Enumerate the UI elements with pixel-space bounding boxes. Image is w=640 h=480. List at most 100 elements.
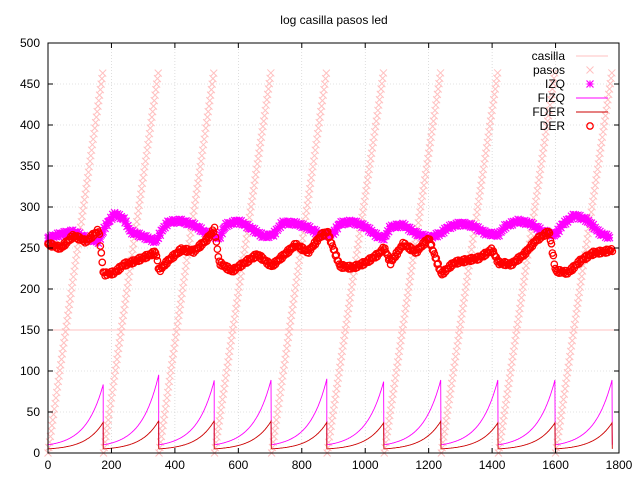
- x-marker-stroke: [247, 202, 255, 211]
- x-marker-stroke: [287, 311, 296, 320]
- x-marker-stroke: [77, 217, 86, 226]
- x-marker-stroke: [90, 129, 98, 138]
- chart-title: log casilla pasos led: [280, 13, 387, 27]
- x-marker-stroke: [385, 411, 394, 420]
- x-marker-stroke: [125, 272, 133, 281]
- x-marker-stroke: [153, 74, 162, 83]
- x-marker-stroke: [393, 358, 402, 366]
- x-marker-stroke: [122, 289, 131, 298]
- x-marker-stroke: [190, 201, 199, 210]
- x-marker-stroke: [558, 400, 567, 409]
- x-marker-stroke: [242, 235, 251, 243]
- x-marker-stroke: [511, 336, 519, 345]
- x-marker-stroke: [197, 151, 206, 160]
- x-marker-stroke: [576, 283, 584, 291]
- x-marker-stroke: [190, 206, 198, 215]
- x-marker-stroke: [264, 85, 273, 93]
- x-marker-stroke: [487, 111, 496, 120]
- x-marker-stroke: [592, 170, 601, 179]
- x-marker-stroke: [284, 333, 293, 342]
- x-marker-stroke: [406, 272, 415, 281]
- x-marker-stroke: [286, 322, 294, 331]
- x-marker-stroke: [148, 107, 157, 116]
- x-marker-stroke: [600, 122, 608, 131]
- x-marker-stroke: [588, 202, 596, 211]
- x-marker-stroke: [381, 443, 389, 452]
- x-marker-stroke: [94, 102, 102, 110]
- x-marker-stroke: [508, 352, 517, 361]
- x-marker-stroke: [282, 350, 290, 358]
- x-marker-stroke: [367, 149, 376, 158]
- x-marker-stroke: [371, 122, 380, 131]
- x-marker-stroke: [178, 283, 187, 292]
- x-marker-stroke: [535, 170, 544, 179]
- pasos-point: [493, 69, 502, 77]
- x-marker-stroke: [266, 74, 274, 83]
- x-marker-stroke: [449, 368, 458, 377]
- x-marker-stroke: [53, 383, 62, 391]
- x-marker-stroke: [49, 410, 58, 419]
- x-marker-stroke: [405, 277, 414, 286]
- x-marker-stroke: [293, 272, 301, 281]
- x-marker-stroke: [369, 138, 378, 147]
- x-marker-stroke: [139, 173, 148, 182]
- x-marker-stroke: [83, 179, 91, 188]
- x-marker-stroke: [347, 288, 355, 297]
- x-marker-stroke: [202, 118, 211, 127]
- x-marker-stroke: [286, 317, 295, 325]
- x-marker-stroke: [84, 168, 93, 177]
- x-marker-stroke: [543, 117, 552, 125]
- x-marker-stroke: [223, 363, 232, 372]
- x-marker-stroke: [98, 74, 106, 83]
- x-marker-stroke: [121, 294, 130, 303]
- x-marker-stroke: [532, 192, 541, 200]
- x-marker-stroke: [104, 416, 113, 424]
- x-marker-stroke: [595, 154, 604, 163]
- x-marker-stroke: [270, 427, 279, 435]
- x-marker-stroke: [573, 304, 581, 313]
- x-marker-stroke: [447, 379, 456, 388]
- x-marker-stroke: [227, 336, 236, 345]
- x-marker-stroke: [484, 133, 492, 142]
- x-marker-stroke: [125, 267, 134, 276]
- x-marker-stroke: [583, 235, 592, 243]
- x-marker-stroke: [448, 374, 457, 382]
- x-marker-stroke: [375, 95, 384, 104]
- x-marker-stroke: [458, 304, 467, 313]
- x-marker-stroke: [572, 309, 581, 318]
- x-marker-stroke: [570, 320, 579, 329]
- x-marker-stroke: [266, 69, 275, 77]
- x-marker-stroke: [459, 299, 468, 307]
- x-marker-stroke: [508, 358, 516, 366]
- x-marker-stroke: [391, 374, 400, 382]
- x-marker-stroke: [422, 165, 431, 174]
- x-marker-stroke: [403, 293, 412, 302]
- x-marker-stroke: [198, 146, 207, 155]
- x-marker-stroke: [276, 388, 285, 397]
- x-marker-stroke: [339, 342, 347, 350]
- x-marker-stroke: [512, 326, 521, 334]
- x-marker-stroke: [336, 358, 345, 366]
- x-marker-stroke: [355, 229, 364, 238]
- x-marker-stroke: [577, 277, 585, 286]
- x-marker-stroke: [435, 79, 443, 88]
- x-marker-stroke: [507, 363, 515, 372]
- x-marker-stroke: [310, 151, 319, 160]
- x-marker-stroke: [56, 361, 65, 369]
- x-marker-stroke: [166, 372, 174, 380]
- x-marker-stroke: [554, 427, 563, 436]
- x-marker-stroke: [455, 326, 464, 334]
- x-marker-stroke: [260, 111, 269, 120]
- x-marker-stroke: [177, 294, 186, 303]
- x-marker-stroke: [316, 113, 324, 122]
- x-marker-stroke: [415, 213, 424, 222]
- x-marker-stroke: [451, 352, 460, 361]
- x-marker-stroke: [456, 320, 465, 329]
- x-marker-stroke: [370, 133, 378, 142]
- x-marker-stroke: [217, 400, 226, 409]
- x-marker-stroke: [240, 251, 248, 259]
- x-marker-stroke: [490, 90, 499, 99]
- x-marker-stroke: [441, 422, 450, 431]
- x-marker-stroke: [432, 95, 441, 104]
- x-marker-stroke: [251, 170, 260, 179]
